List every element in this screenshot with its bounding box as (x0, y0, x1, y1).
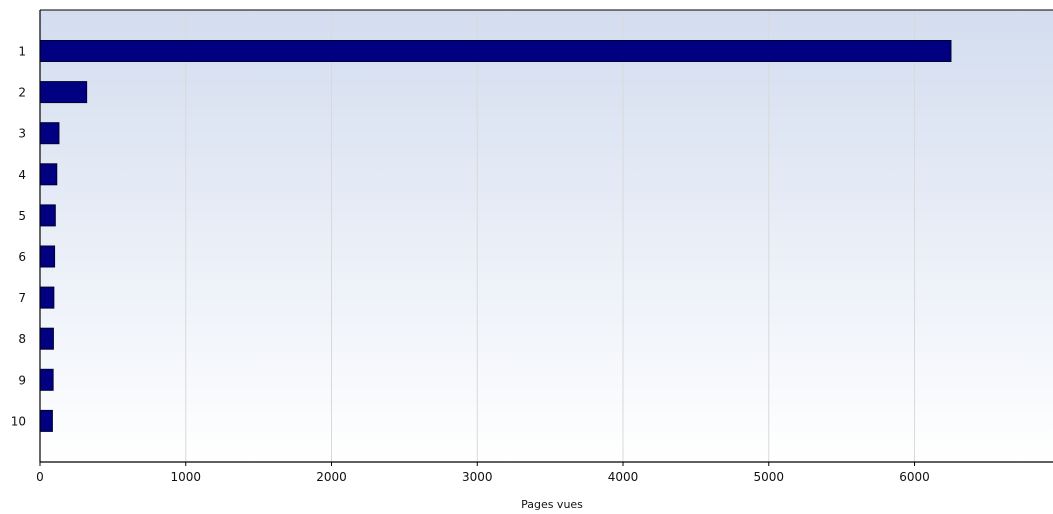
bar-8 (39, 327, 54, 350)
bar-4 (39, 163, 58, 186)
x-tick-label: 1000 (170, 470, 201, 484)
y-tick-labels: 1 2 3 4 5 6 7 8 9 10 (11, 45, 26, 429)
x-tick-label: 2000 (316, 470, 347, 484)
x-axis-title: Pages vues (521, 498, 583, 511)
grid-lines (39, 10, 916, 466)
y-tick-label: 8 (18, 332, 26, 346)
y-tick-label: 9 (18, 373, 26, 387)
x-tick-label: 3000 (462, 470, 493, 484)
bar-2 (39, 81, 88, 104)
plot-background (40, 10, 1053, 462)
y-tick-label: 3 (18, 127, 26, 141)
y-tick-label: 6 (18, 250, 26, 264)
y-tick-label: 10 (11, 414, 26, 428)
y-tick-label: 1 (18, 45, 26, 59)
axes (39, 9, 1053, 463)
bar-5 (39, 204, 56, 227)
y-tick-label: 4 (18, 168, 26, 182)
bar-9 (39, 368, 54, 391)
bar-10 (39, 409, 53, 432)
y-tick-label: 2 (18, 86, 26, 100)
x-tick-label: 6000 (899, 470, 930, 484)
y-tick-label: 7 (18, 291, 26, 305)
bar-3 (39, 122, 60, 145)
x-tick-label: 0 (36, 470, 44, 484)
x-tick-label: 4000 (608, 470, 639, 484)
y-tick-label: 5 (18, 209, 26, 223)
bar-6 (39, 245, 56, 268)
x-tick-labels: 0 1000 2000 3000 4000 5000 6000 (36, 470, 930, 484)
bar-7 (39, 286, 55, 309)
bars (39, 40, 952, 432)
bar-1 (39, 40, 952, 62)
x-tick-label: 5000 (754, 470, 785, 484)
